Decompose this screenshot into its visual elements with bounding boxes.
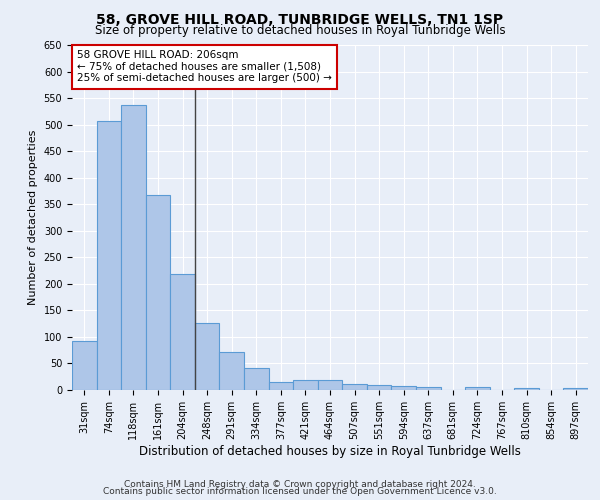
Bar — [563, 388, 588, 390]
Bar — [72, 341, 97, 390]
Bar — [121, 105, 146, 390]
Text: Size of property relative to detached houses in Royal Tunbridge Wells: Size of property relative to detached ho… — [95, 24, 505, 37]
Bar — [342, 384, 367, 390]
Bar — [195, 322, 220, 390]
Bar — [514, 388, 539, 390]
Bar — [293, 380, 318, 390]
Bar — [244, 368, 269, 390]
X-axis label: Distribution of detached houses by size in Royal Tunbridge Wells: Distribution of detached houses by size … — [139, 444, 521, 458]
Bar — [97, 121, 121, 390]
Bar — [465, 388, 490, 390]
Bar — [146, 194, 170, 390]
Bar — [220, 352, 244, 390]
Bar — [416, 388, 440, 390]
Bar — [367, 384, 391, 390]
Bar — [269, 382, 293, 390]
Bar — [391, 386, 416, 390]
Bar — [318, 380, 342, 390]
Text: Contains HM Land Registry data © Crown copyright and database right 2024.: Contains HM Land Registry data © Crown c… — [124, 480, 476, 489]
Bar — [170, 274, 195, 390]
Text: Contains public sector information licensed under the Open Government Licence v3: Contains public sector information licen… — [103, 488, 497, 496]
Text: 58 GROVE HILL ROAD: 206sqm
← 75% of detached houses are smaller (1,508)
25% of s: 58 GROVE HILL ROAD: 206sqm ← 75% of deta… — [77, 50, 332, 84]
Text: 58, GROVE HILL ROAD, TUNBRIDGE WELLS, TN1 1SP: 58, GROVE HILL ROAD, TUNBRIDGE WELLS, TN… — [97, 12, 503, 26]
Y-axis label: Number of detached properties: Number of detached properties — [28, 130, 38, 305]
